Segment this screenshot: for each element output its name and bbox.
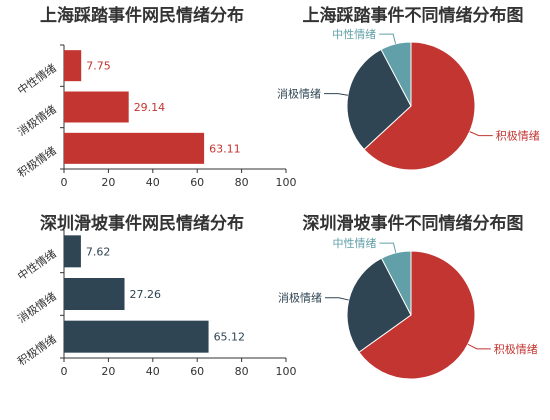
y-tick-label: 中性情绪	[15, 246, 59, 283]
data-label: 7.62	[86, 245, 111, 258]
x-tick-label: 20	[101, 365, 115, 378]
y-tick-label: 积极情绪	[15, 143, 59, 180]
pie-label: 积极情绪	[494, 342, 538, 356]
bar-negative[interactable]	[64, 278, 125, 310]
data-label: 27.26	[130, 288, 162, 301]
bar-neutral[interactable]	[64, 50, 82, 82]
pie-leader-line	[379, 33, 397, 45]
data-label: 29.14	[134, 101, 166, 114]
x-tick-label: 80	[235, 176, 249, 189]
x-tick-label: 0	[61, 365, 68, 378]
y-tick-label: 中性情绪	[15, 61, 59, 98]
pie-slice[interactable]	[346, 257, 412, 353]
pie-leader-line	[469, 131, 493, 137]
x-tick-label: 40	[146, 365, 160, 378]
x-tick-label: 60	[190, 176, 204, 189]
chart-title: 深圳滑坡事件不同情绪分布图	[303, 213, 524, 234]
pie-slice[interactable]	[363, 41, 476, 171]
pie-label: 中性情绪	[332, 236, 376, 250]
pie-label: 中性情绪	[332, 27, 376, 41]
bar-neutral[interactable]	[64, 235, 81, 268]
bar-chart-shenzhen: 深圳滑坡事件网民情绪分布 0 20 40 60 80 100 65.12 积极情绪 27.26 消…	[15, 213, 297, 378]
chart-title: 上海踩踏事件网民情绪分布	[40, 5, 244, 26]
pie-label: 积极情绪	[496, 129, 540, 143]
pie-slice[interactable]	[380, 250, 412, 316]
x-tick-label: 100	[276, 365, 297, 378]
y-tick-label: 消极情绪	[15, 289, 59, 326]
bar-chart-shanghai: 上海踩踏事件网民情绪分布 0 20 40 60 80 100 63.11 积极情绪 29.14 消…	[15, 5, 297, 189]
data-label: 7.75	[86, 60, 111, 73]
y-tick-label: 积极情绪	[15, 332, 59, 369]
pie-leader-line	[324, 93, 348, 96]
y-tick-label: 消极情绪	[15, 102, 59, 139]
pie-leader-line	[379, 242, 397, 253]
pie-leader-line	[467, 343, 491, 350]
bar-positive[interactable]	[64, 132, 205, 164]
x-tick-label: 100	[276, 176, 297, 189]
x-tick-label: 40	[146, 176, 160, 189]
pie-leader-line	[325, 297, 349, 301]
pie-chart-shanghai: 上海踩踏事件不同情绪分布图 积极情绪 消极情绪 中性情绪	[277, 5, 540, 171]
x-tick-label: 60	[190, 365, 204, 378]
chart-title: 上海踩踏事件不同情绪分布图	[303, 5, 524, 26]
data-label: 65.12	[214, 331, 246, 344]
chart-title: 深圳滑坡事件网民情绪分布	[40, 213, 244, 234]
pie-label: 消极情绪	[278, 291, 322, 305]
pie-slice[interactable]	[380, 41, 412, 107]
pie-chart-shenzhen: 深圳滑坡事件不同情绪分布图 积极情绪 消极情绪 中性情绪	[278, 213, 538, 380]
pie-label: 消极情绪	[277, 87, 321, 101]
bar-positive[interactable]	[64, 320, 209, 353]
bar-negative[interactable]	[64, 91, 129, 123]
x-tick-label: 0	[61, 176, 68, 189]
x-tick-label: 80	[235, 365, 249, 378]
data-label: 63.11	[209, 142, 241, 155]
x-tick-label: 20	[101, 176, 115, 189]
